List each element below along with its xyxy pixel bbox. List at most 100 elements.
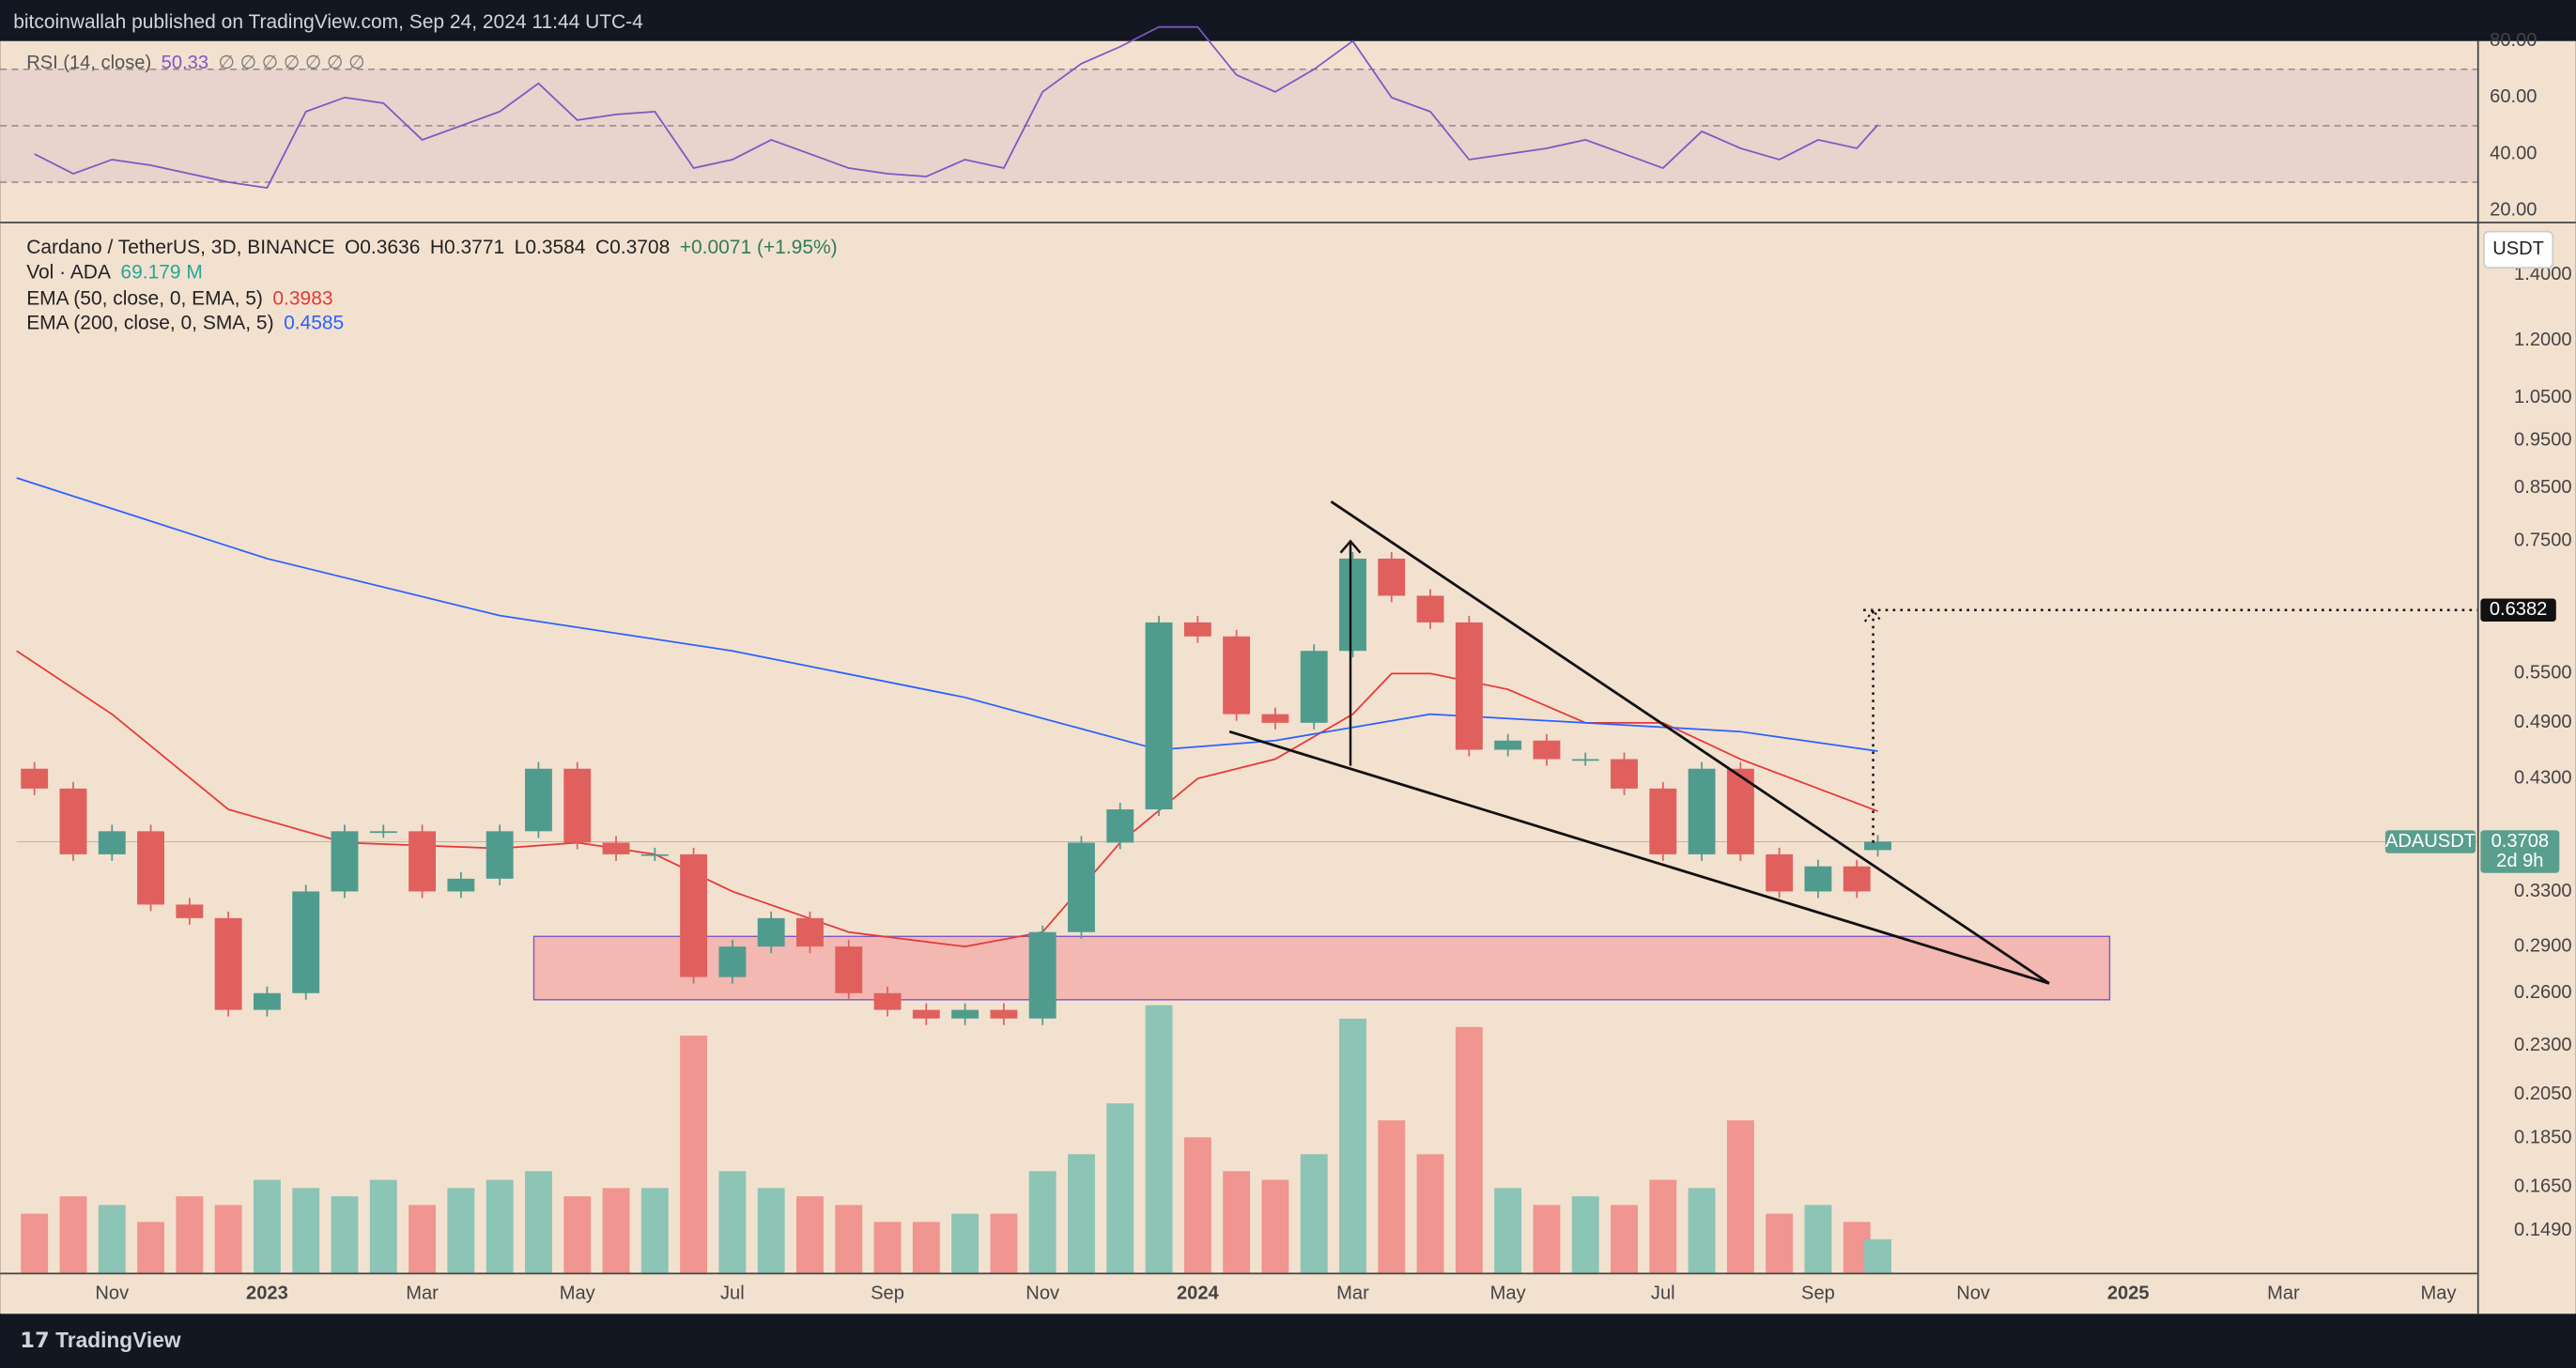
rsi-name: RSI (14, close) (26, 54, 151, 74)
volume-bar (602, 1188, 630, 1273)
candle-body (757, 917, 785, 947)
candle-body (796, 917, 824, 947)
candle-body (1533, 740, 1561, 760)
volume-bar (292, 1188, 320, 1273)
candle-body (486, 831, 514, 879)
volume-bar (409, 1205, 437, 1273)
volume-bar (563, 1196, 592, 1273)
rsi-tick-label: 60.00 (2490, 86, 2537, 107)
arrow-head (1339, 539, 1362, 554)
main-legend: Cardano / TetherUS, 3D, BINANCE O0.3636 H0… (26, 237, 837, 258)
candle-body (137, 831, 165, 905)
volume-bar (1378, 1120, 1406, 1273)
target-head (1863, 607, 1883, 623)
y-tick-label: 1.2000 (2514, 330, 2572, 350)
y-tick-label: 0.8500 (2514, 477, 2572, 498)
volume-bar (796, 1196, 824, 1273)
target-label-box (2480, 598, 2556, 623)
countdown-label: 2d 9h (2496, 851, 2543, 871)
ema200-name: EMA (200, close, 0, SMA, 5) (26, 312, 273, 333)
x-tick-label: Nov (1026, 1283, 1059, 1304)
volume-bar (21, 1213, 49, 1273)
volume-bar (59, 1196, 87, 1273)
candle-body (176, 904, 204, 918)
price-label: 0.3708 (2491, 831, 2550, 852)
volume-bar (1455, 1026, 1483, 1273)
y-tick-label: 0.5500 (2514, 663, 2572, 684)
brand: 𝟭𝟳 TradingView (20, 1328, 181, 1352)
candle-body (369, 831, 397, 834)
y-tick-label: 0.4300 (2514, 767, 2572, 788)
candle-body (1300, 651, 1328, 723)
volume-bar (137, 1222, 165, 1273)
currency-button[interactable] (2482, 230, 2554, 269)
candle-body (1183, 622, 1211, 637)
volume-bar (1183, 1137, 1211, 1273)
candle-body (447, 878, 475, 892)
volume-bar (1300, 1154, 1328, 1273)
volume-bar (369, 1179, 397, 1273)
symbol-label: ADAUSDT (2385, 831, 2476, 852)
candle-body (1611, 759, 1638, 789)
volume-bar (835, 1205, 863, 1273)
x-tick-label: Jul (720, 1283, 745, 1304)
candle-body (1571, 759, 1599, 761)
symbol-label-box (2384, 830, 2476, 853)
volume-bar (1649, 1179, 1677, 1273)
x-tick-label: 2023 (246, 1283, 288, 1304)
x-tick-label: Nov (95, 1283, 129, 1304)
volume-bar (912, 1222, 940, 1273)
candle-body (331, 831, 359, 892)
volume-name: Vol · ADA (26, 261, 111, 283)
candle-body (253, 992, 281, 1010)
volume-bar (98, 1205, 126, 1273)
volume-bar (447, 1188, 475, 1273)
rsi-tick-label: 80.00 (2490, 30, 2537, 51)
volume-bar (176, 1196, 204, 1273)
volume-bar (718, 1171, 747, 1273)
volume-bar (680, 1036, 708, 1273)
ema50-name: EMA (50, close, 0, EMA, 5) (26, 287, 263, 309)
candle-body (1843, 866, 1871, 892)
ohlc-high: H0.3771 (430, 237, 504, 258)
candle-body (563, 768, 592, 843)
rsi-tick-label: 20.00 (2490, 199, 2537, 220)
volume-bar (1028, 1171, 1057, 1273)
x-tick-label: Nov (1956, 1283, 1990, 1304)
currency-label[interactable]: USDT (2492, 238, 2544, 259)
x-tick-label: 2024 (1177, 1283, 1220, 1304)
candle-body (1766, 853, 1794, 892)
rsi-line (34, 25, 1879, 190)
support-zone (532, 935, 2111, 1001)
ohlc-close: C0.3708 (595, 237, 670, 258)
candle-body (602, 842, 630, 854)
volume-bar (1223, 1171, 1251, 1273)
y-tick-label: 0.1850 (2514, 1128, 2572, 1148)
volume-bar (1533, 1205, 1561, 1273)
volume-bar (486, 1179, 514, 1273)
ema50-legend: EMA (50, close, 0, EMA, 5) 0.3983 (26, 287, 332, 309)
candle-body (1804, 866, 1832, 892)
rsi-last: 50.33 (162, 54, 208, 74)
candle-body (640, 853, 669, 856)
volume-bar (1494, 1188, 1522, 1273)
symbol-title: Cardano / TetherUS, 3D, BINANCE (26, 237, 334, 258)
candle-body (680, 853, 708, 977)
candle-body (1223, 636, 1251, 715)
rsi-legend: RSI (14, close) 50.33 ∅ ∅ ∅ ∅ ∅ ∅ ∅ (26, 54, 364, 74)
y-tick-label: 0.2300 (2514, 1035, 2572, 1055)
volume-bar (1068, 1154, 1095, 1273)
candle-body (1649, 788, 1677, 854)
candle-body (1145, 622, 1173, 810)
volume-bar (1726, 1120, 1754, 1273)
y-tick-label: 0.1490 (2514, 1220, 2572, 1240)
volume-bar (524, 1171, 552, 1273)
candle-body (1339, 558, 1366, 652)
volume-bar (1864, 1238, 1891, 1273)
x-tick-label: Mar (2267, 1283, 2300, 1304)
ema50-last: 0.3983 (272, 287, 332, 309)
candle-body (1261, 714, 1289, 723)
volume-bar (1416, 1154, 1444, 1273)
y-tick-label: 0.2600 (2514, 982, 2572, 1003)
brand-name: TradingView (55, 1328, 181, 1352)
